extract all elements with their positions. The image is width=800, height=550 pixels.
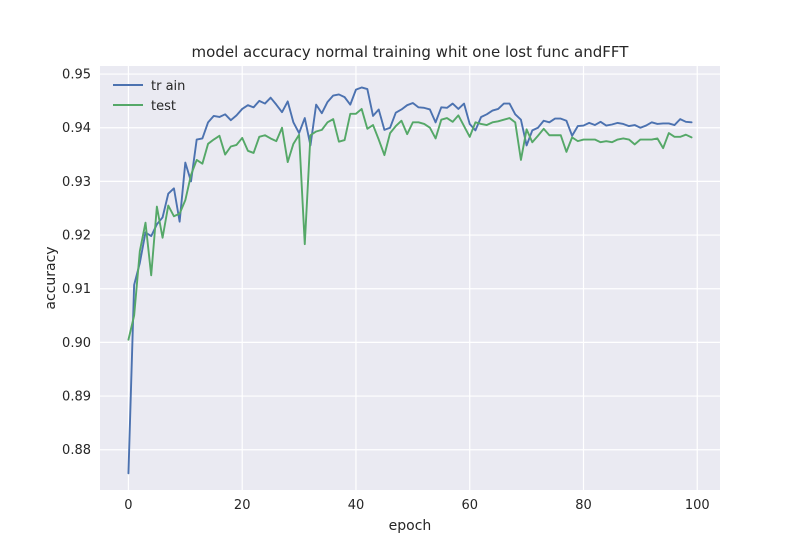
legend: tr ain test [113,79,185,114]
legend-label-train: tr ain [151,79,185,94]
y-tick-label: 0.90 [62,336,91,351]
y-tick-label: 0.93 [62,175,91,190]
chart-title: model accuracy normal training whit one … [192,43,630,61]
x-tick-label: 100 [685,498,710,513]
x-axis-label: epoch [389,518,432,534]
tick-labels: 0 20 40 60 80 100 0.88 0.89 0.90 0.91 0.92 0.93 0.94… [62,68,710,513]
y-tick-label: 0.94 [62,121,91,136]
y-axis-label: accuracy [43,246,59,309]
grid-lines [100,66,720,490]
legend-label-test: test [151,99,176,114]
series-line-test [127,107,693,341]
x-tick-label: 0 [124,498,132,513]
y-tick-label: 0.88 [62,443,91,458]
x-tick-label: 20 [234,498,251,513]
y-tick-label: 0.95 [62,68,91,83]
y-tick-label: 0.92 [62,229,91,244]
y-tick-label: 0.89 [62,390,91,405]
y-tick-label: 0.91 [62,282,91,297]
x-tick-label: 60 [461,498,478,513]
x-tick-label: 80 [575,498,592,513]
series-lines [127,86,693,475]
x-tick-label: 40 [348,498,365,513]
series-line-train [127,86,693,475]
